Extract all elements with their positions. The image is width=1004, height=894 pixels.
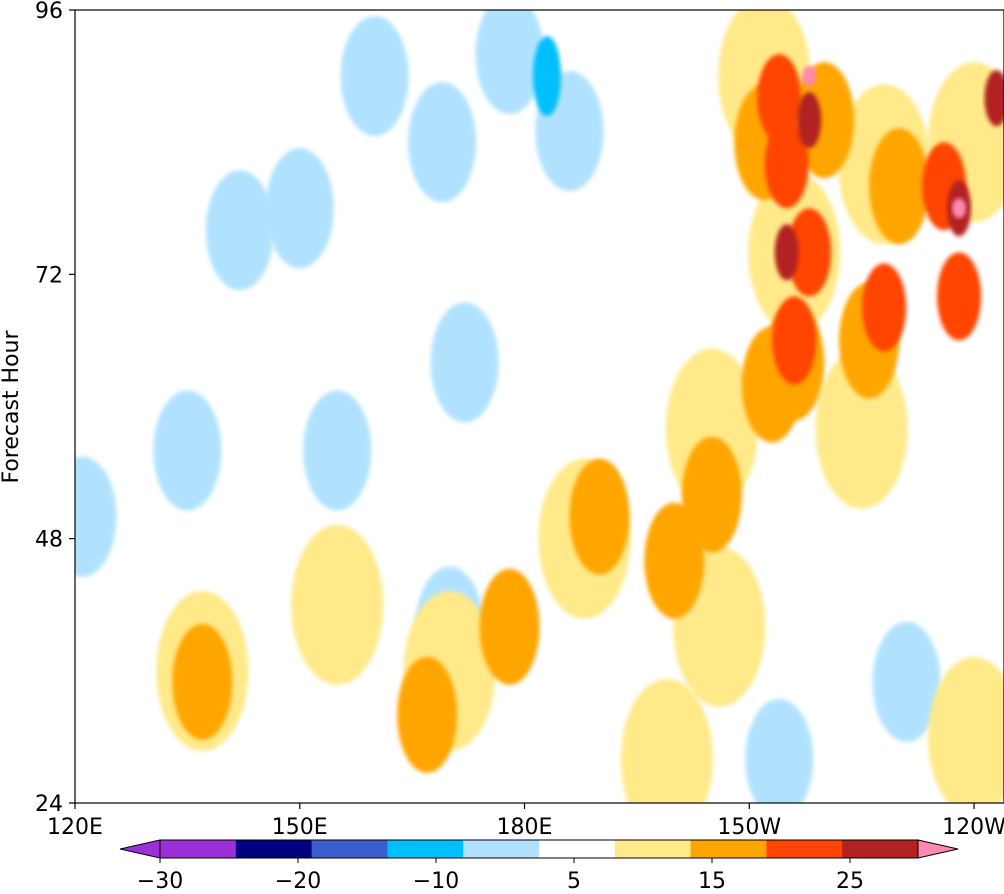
plot-area: [74, 9, 1004, 804]
x-tick-label: 180E: [497, 815, 553, 840]
colorbar-box: [235, 840, 313, 858]
contour-blob: [303, 390, 372, 511]
contour-blob: [340, 16, 409, 137]
contour-blob: [869, 128, 930, 245]
x-tick-label: 120E: [47, 815, 103, 840]
colorbar-tick-label: −20: [275, 869, 321, 894]
colorbar-tick-label: 15: [698, 869, 726, 894]
plot-frame: [74, 9, 1004, 804]
contour-blob: [872, 621, 941, 742]
contour-blob: [952, 198, 967, 219]
contour-blob: [479, 568, 540, 685]
colorbar-under-triangle: [119, 839, 161, 859]
x-tick-label: 150W: [717, 815, 781, 840]
y-axis: 24 48 72 96: [35, 0, 75, 817]
x-axis: 120E 150E 180E 150W 120W: [47, 803, 1004, 840]
contour-blob: [787, 208, 832, 297]
contour-blob: [764, 120, 809, 209]
colorbar-box: [614, 840, 692, 858]
contour-blob: [265, 148, 334, 269]
contour-blob: [397, 656, 458, 773]
contour-blob: [620, 678, 713, 803]
colorbar-tick-label: −10: [413, 869, 459, 894]
colorbar-over-triangle: [917, 839, 959, 859]
colorbar-box: [842, 840, 919, 858]
colorbar-tick-label: 25: [836, 869, 864, 894]
contour-blob: [928, 656, 1004, 803]
colorbar: −30 −20 −10 5 15 25: [119, 839, 959, 894]
y-tick-label: 48: [35, 528, 63, 553]
colorbar-box: [160, 840, 237, 858]
contour-blob: [984, 70, 1004, 127]
y-axis-label: Forecast Hour: [0, 330, 24, 484]
colorbar-tick-label: −30: [137, 869, 183, 894]
contour-blob: [172, 623, 233, 740]
colorbar-tick-label: 5: [567, 869, 581, 894]
contour-blob: [797, 92, 822, 149]
contour-blob: [681, 436, 742, 553]
contour-blob: [745, 698, 814, 803]
contour-blob: [205, 170, 274, 291]
contour-blob: [430, 302, 499, 423]
contour-blob: [75, 456, 117, 577]
colorbar-box: [690, 840, 767, 858]
colorbar-box: [539, 840, 616, 858]
contour-blob: [153, 390, 222, 511]
colorbar-box: [463, 840, 540, 858]
colorbar-frame: [159, 839, 919, 859]
contour-blob: [772, 296, 817, 385]
colorbar-box: [311, 840, 388, 858]
y-tick-label: 72: [35, 263, 63, 288]
contour-blob: [475, 10, 544, 115]
contour-blob: [802, 66, 817, 87]
colorbar-box: [387, 840, 464, 858]
contour-fields: [75, 10, 1004, 803]
colorbar-box: [766, 840, 843, 858]
contour-blob: [291, 524, 384, 685]
contour-blob: [774, 224, 799, 281]
contour-blob: [757, 54, 802, 143]
y-tick-label: 96: [35, 0, 63, 24]
contour-blob: [569, 458, 630, 575]
contour-blob: [794, 62, 855, 179]
x-tick-label: 120W: [942, 815, 1004, 840]
y-tick-label: 24: [35, 792, 63, 817]
contour-blob: [408, 82, 477, 203]
contour-blob: [532, 36, 561, 117]
contour-blob: [862, 263, 907, 352]
contour-blob: [937, 252, 982, 341]
x-tick-label: 150E: [272, 815, 328, 840]
